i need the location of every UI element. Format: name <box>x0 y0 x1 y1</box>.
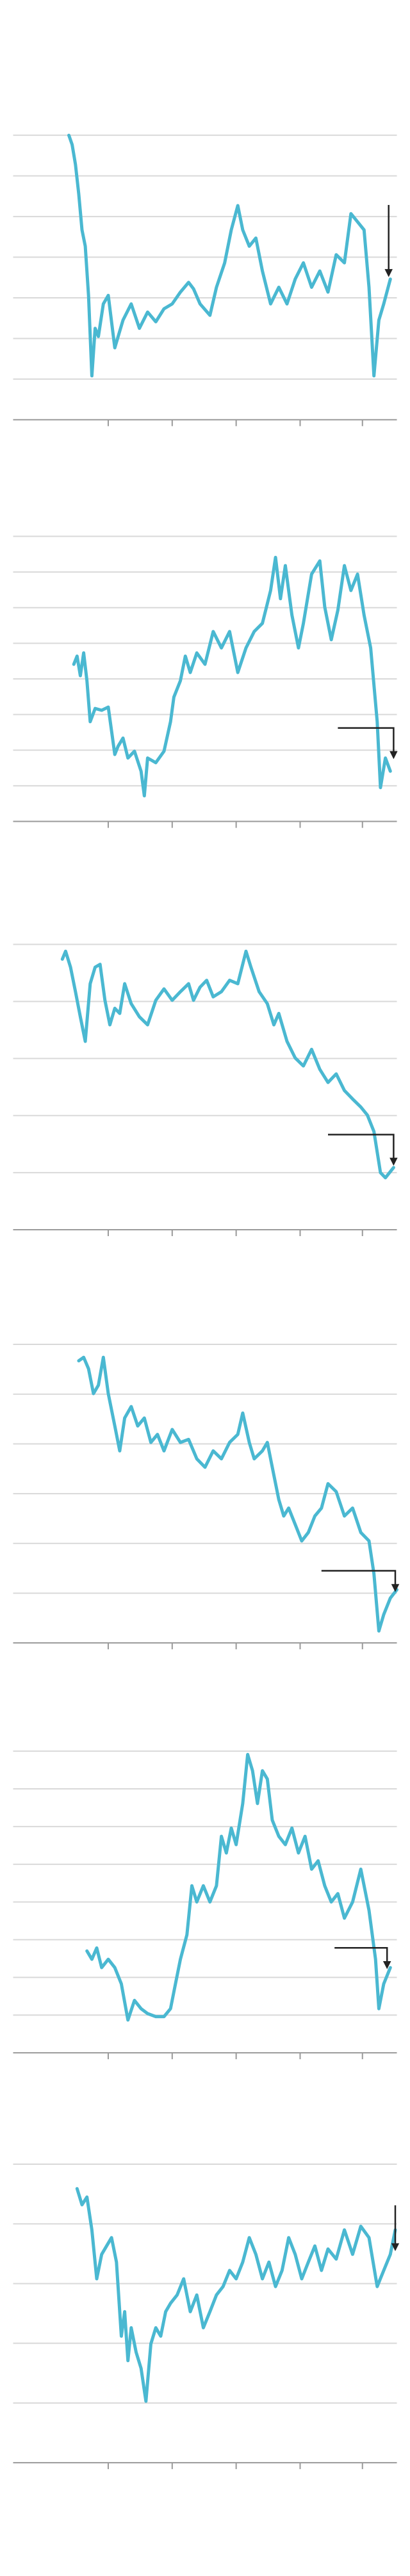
data-line <box>60 949 395 1180</box>
data-line <box>72 555 392 797</box>
annotation-arrow <box>338 727 398 760</box>
annotation-arrow <box>321 1570 400 1592</box>
data-line <box>85 1752 392 2022</box>
data-line <box>77 1355 398 1633</box>
data-line <box>67 133 392 378</box>
annotation-arrow <box>334 1947 391 1969</box>
data-line <box>75 2187 397 2403</box>
annotation-arrow <box>328 1134 398 1166</box>
